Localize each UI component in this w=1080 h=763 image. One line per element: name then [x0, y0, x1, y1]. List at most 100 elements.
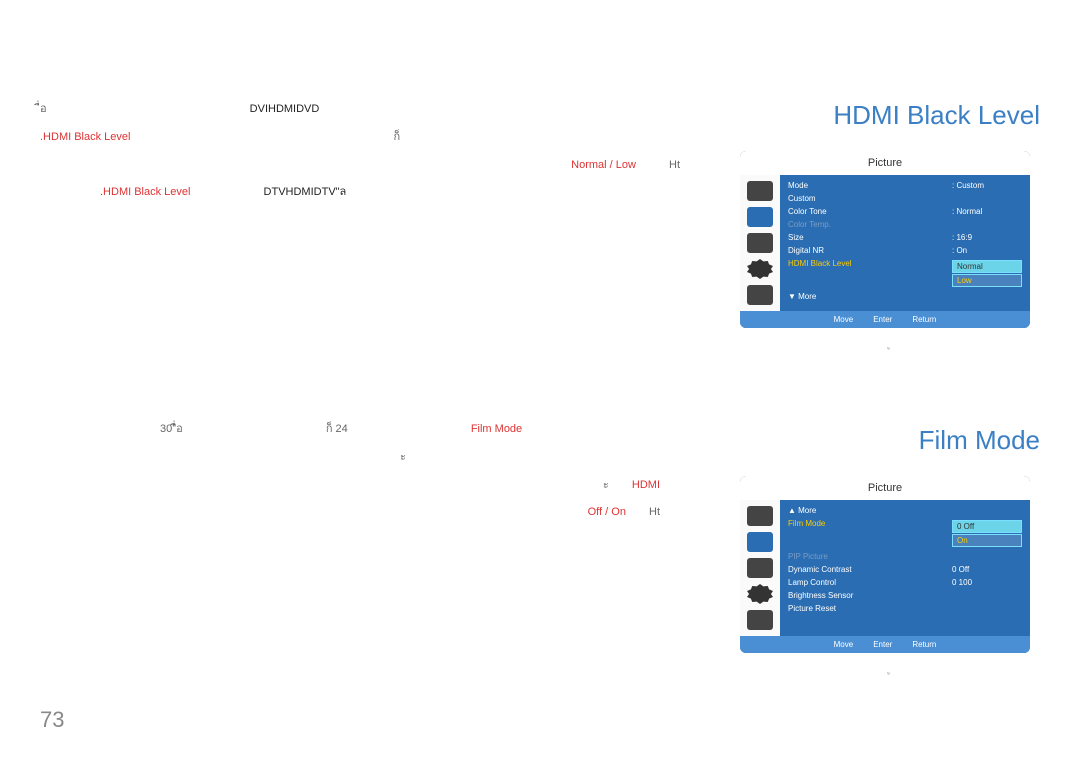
film-right-col: Film Mode Picture ▲ MoreFilm Mode0 Off O…	[740, 425, 1040, 676]
film-line2: ะ	[400, 448, 720, 468]
picture-menu-2: Picture ▲ MoreFilm Mode0 Off OnPIP Pictu…	[740, 476, 1030, 653]
film-line3: ะ HDMI	[40, 476, 720, 496]
menu-value	[952, 552, 1022, 561]
menu-value: : Custom	[952, 181, 1022, 190]
menu-row[interactable]: Mode: Custom	[788, 179, 1022, 192]
menu-label: Size	[788, 233, 952, 242]
film-line1: 30"ื่อ ก็ 24 Film Mode	[40, 420, 720, 440]
menu-label: Dynamic Contrast	[788, 565, 952, 574]
text-fragment: Ht	[649, 506, 660, 518]
footer-move: Move	[834, 315, 854, 324]
hdmi-right-col: HDMI Black Level Picture Mode: CustomCus…	[740, 100, 1040, 351]
hdmi-line4: .HDMI Black Level DTVHDMIDTV"ล	[40, 183, 720, 203]
menu-row[interactable]: Size: 16:9	[788, 231, 1022, 244]
text-fragment: DVIHDMIDVD	[250, 103, 320, 115]
hdmi-line2: .HDMI Black Level ก็	[40, 128, 720, 148]
film-title: Film Mode	[740, 425, 1040, 456]
text-fragment: ะ	[603, 479, 609, 491]
text-fragment: ก็ 24	[326, 423, 348, 435]
menu-value: : On	[952, 246, 1022, 255]
text-fragment: Ht	[669, 159, 680, 171]
menu-label: PIP Picture	[788, 552, 952, 561]
text-fragment: .HDMI Black Level	[40, 131, 130, 143]
dropdown-option[interactable]: On	[952, 534, 1022, 547]
footer-move: Move	[834, 640, 854, 649]
menu-value	[952, 604, 1022, 613]
menu-row[interactable]: Film Mode0 Off On	[788, 517, 1022, 550]
more-indicator[interactable]: ▲ More	[788, 504, 1022, 517]
gear-icon[interactable]	[747, 259, 773, 279]
gear-icon[interactable]	[747, 584, 773, 604]
menu1-body: Mode: CustomCustomColor Tone: NormalColo…	[740, 175, 1030, 311]
text-fragment: DTVHDMIDTV"ล	[264, 186, 347, 198]
page: ื่อ DVIHDMIDVD .HDMI Black Level ก็ Norm…	[0, 0, 1080, 763]
menu-label: Film Mode	[788, 519, 952, 548]
menu-row[interactable]: Picture Reset	[788, 602, 1022, 615]
menu2-caption: ู	[740, 663, 1040, 676]
text-fragment: HDMI	[632, 479, 660, 491]
dropdown-option[interactable]: Normal	[952, 260, 1022, 273]
menu1-caption: ู	[740, 338, 1040, 351]
menu-label: Picture Reset	[788, 604, 952, 613]
menu-icon[interactable]	[747, 181, 773, 201]
menu-value	[952, 220, 1022, 229]
hdmi-line1: ื่อ DVIHDMIDVD	[40, 100, 720, 120]
text-fragment: Off / On	[588, 506, 626, 518]
menu-label: Digital NR	[788, 246, 952, 255]
footer-enter: Enter	[873, 640, 892, 649]
picture-menu-1: Picture Mode: CustomCustomColor Tone: No…	[740, 151, 1030, 328]
film-text-block: 30"ื่อ ก็ 24 Film Mode ะ ะ HDMI Off / On…	[40, 420, 720, 531]
menu-label: Lamp Control	[788, 578, 952, 587]
menu1-icon-strip	[740, 175, 780, 311]
menu2-body: ▲ MoreFilm Mode0 Off OnPIP PictureDynami…	[740, 500, 1030, 636]
hdmi-text-block: ื่อ DVIHDMIDVD .HDMI Black Level ก็ Norm…	[40, 100, 720, 211]
film-line4: Off / On Ht	[40, 503, 720, 523]
menu-label: Custom	[788, 194, 952, 203]
menu-row[interactable]: HDMI Black LevelNormalLow	[788, 257, 1022, 290]
page-number: 73	[40, 707, 64, 733]
menu-icon[interactable]	[747, 532, 773, 552]
menu-label: Color Temp.	[788, 220, 952, 229]
menu-row[interactable]: PIP Picture	[788, 550, 1022, 563]
menu2-footer: Move Enter Return	[740, 636, 1030, 653]
dropdown-option[interactable]: Low	[952, 274, 1022, 287]
menu-value: 0 100	[952, 578, 1022, 587]
menu-row[interactable]: Custom	[788, 192, 1022, 205]
menu-icon[interactable]	[747, 285, 773, 305]
text-fragment: .HDMI Black Level	[100, 186, 190, 198]
menu-row[interactable]: Lamp Control0 100	[788, 576, 1022, 589]
menu1-footer: Move Enter Return	[740, 311, 1030, 328]
menu-row[interactable]: Digital NR: On	[788, 244, 1022, 257]
menu-row[interactable]: Dynamic Contrast0 Off	[788, 563, 1022, 576]
menu-icon[interactable]	[747, 233, 773, 253]
hdmi-title: HDMI Black Level	[740, 100, 1040, 131]
menu-value: : 16:9	[952, 233, 1022, 242]
dropdown-option[interactable]: 0 Off	[952, 520, 1022, 533]
menu2-header: Picture	[740, 476, 1030, 500]
menu-row[interactable]: Brightness Sensor	[788, 589, 1022, 602]
menu-icon[interactable]	[747, 610, 773, 630]
footer-enter: Enter	[873, 315, 892, 324]
menu-row[interactable]: Color Tone: Normal	[788, 205, 1022, 218]
menu-row[interactable]: Color Temp.	[788, 218, 1022, 231]
footer-return: Return	[912, 640, 936, 649]
text-fragment: Film Mode	[471, 423, 522, 435]
menu2-items: ▲ MoreFilm Mode0 Off OnPIP PictureDynami…	[780, 500, 1030, 636]
footer-return: Return	[912, 315, 936, 324]
menu-value: : Normal	[952, 207, 1022, 216]
more-indicator[interactable]: ▼ More	[788, 290, 1022, 303]
menu-value: 0 Off	[952, 565, 1022, 574]
menu-label: Brightness Sensor	[788, 591, 952, 600]
menu1-header: Picture	[740, 151, 1030, 175]
menu-value	[952, 591, 1022, 600]
menu-value	[952, 194, 1022, 203]
text-fragment: ก็	[394, 131, 401, 143]
hdmi-line3: Normal / Low Ht	[40, 156, 720, 176]
menu-label: Mode	[788, 181, 952, 190]
text-fragment: 30"ื่อ	[160, 423, 183, 435]
menu-icon[interactable]	[747, 558, 773, 578]
text-fragment: Normal / Low	[571, 159, 636, 171]
menu-icon[interactable]	[747, 506, 773, 526]
menu-label: HDMI Black Level	[788, 259, 952, 288]
menu-icon[interactable]	[747, 207, 773, 227]
